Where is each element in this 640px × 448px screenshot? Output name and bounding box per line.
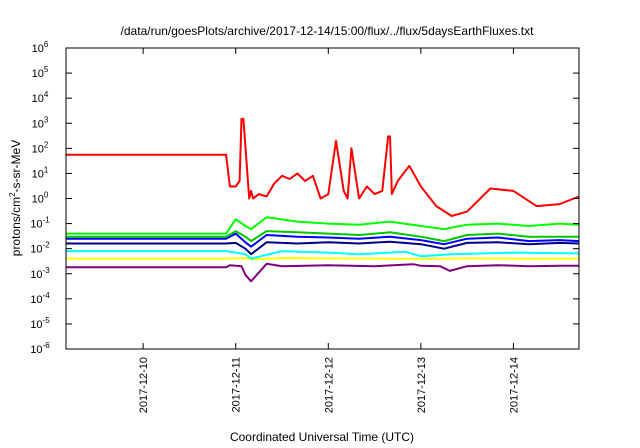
y-tick-label-exponent: 6 [44,40,49,49]
series-line-5 [66,230,579,243]
y-tick-label: 103 [32,115,49,130]
y-tick-label-base: 10 [30,294,42,306]
y-tick-label-base: 10 [32,118,44,130]
y-tick-label-base: 10 [32,68,44,80]
y-tick-label: 10-2 [30,241,50,256]
y-tick-label-exponent: 0 [44,191,49,200]
y-tick-label-exponent: 5 [44,65,49,74]
y-tick-label: 100 [32,191,49,206]
y-tick-label: 106 [32,40,49,55]
y-tick-label: 10-6 [30,341,50,356]
y-tick-label-base: 10 [32,43,44,55]
y-tick-label-exponent: -2 [43,241,51,250]
series-line-1 [66,257,579,261]
y-tick-label-exponent: 4 [44,90,49,99]
series-line-7 [66,117,580,217]
y-tick-label-exponent: -6 [43,341,51,350]
y-tick-label: 105 [32,65,49,80]
y-tick-label-base: 10 [32,194,44,206]
y-tick-label-exponent: 1 [44,165,49,174]
y-axis-label-rest: -s-sr-MeV [9,140,23,193]
y-tick-label: 10-4 [30,291,50,306]
series-line-4 [66,232,580,248]
x-tick-label: 2017-12-10 [138,357,150,413]
y-tick-label: 102 [32,140,49,155]
y-tick-label-exponent: 3 [44,115,49,124]
y-tick-label-base: 10 [32,93,44,105]
x-tick-label: 2017-12-12 [323,357,335,413]
y-tick-label-base: 10 [32,168,44,180]
y-tick-label-exponent: -1 [43,216,51,225]
series-line-0 [66,262,579,283]
y-tick-label-base: 10 [30,219,42,231]
y-tick-label-base: 10 [32,143,44,155]
y-tick-label-exponent: 2 [44,140,49,149]
y-tick-label-base: 10 [30,319,42,331]
y-tick-label-exponent: -3 [43,266,51,275]
y-axis-ticks: 10-610-510-410-310-210-11001011021031041… [30,40,579,356]
y-tick-label: 104 [32,90,49,105]
y-tick-label: 101 [32,165,49,180]
y-axis-label-base: protons/cm [9,197,23,256]
series-layer [66,117,580,283]
y-tick-label-base: 10 [30,344,42,356]
y-tick-label-base: 10 [30,269,42,281]
series-line-3 [66,240,580,256]
y-tick-label: 10-3 [30,266,50,281]
chart-title: /data/run/goesPlots/archive/2017-12-14/1… [121,24,535,38]
x-tick-label: 2017-12-13 [416,357,428,413]
y-tick-label-base: 10 [30,244,42,256]
y-tick-label-exponent: -5 [43,316,51,325]
series-line-6 [66,216,580,235]
x-axis-ticks: 2017-12-10 2017-12-11 2017-12-12 2017-12-13… [138,48,520,413]
x-tick-label: 2017-12-14 [508,357,520,413]
x-axis-label: Coordinated Universal Time (UTC) [230,430,414,444]
x-tick-label: 2017-12-11 [231,357,243,412]
y-tick-label: 10-5 [30,316,50,331]
series-line-2 [66,250,580,260]
y-axis-label-superscript: 2 [8,192,17,197]
y-axis-label: protons/cm2-s-sr-MeV [8,140,23,256]
y-tick-label: 10-1 [30,216,50,231]
y-tick-label-exponent: -4 [43,291,51,300]
